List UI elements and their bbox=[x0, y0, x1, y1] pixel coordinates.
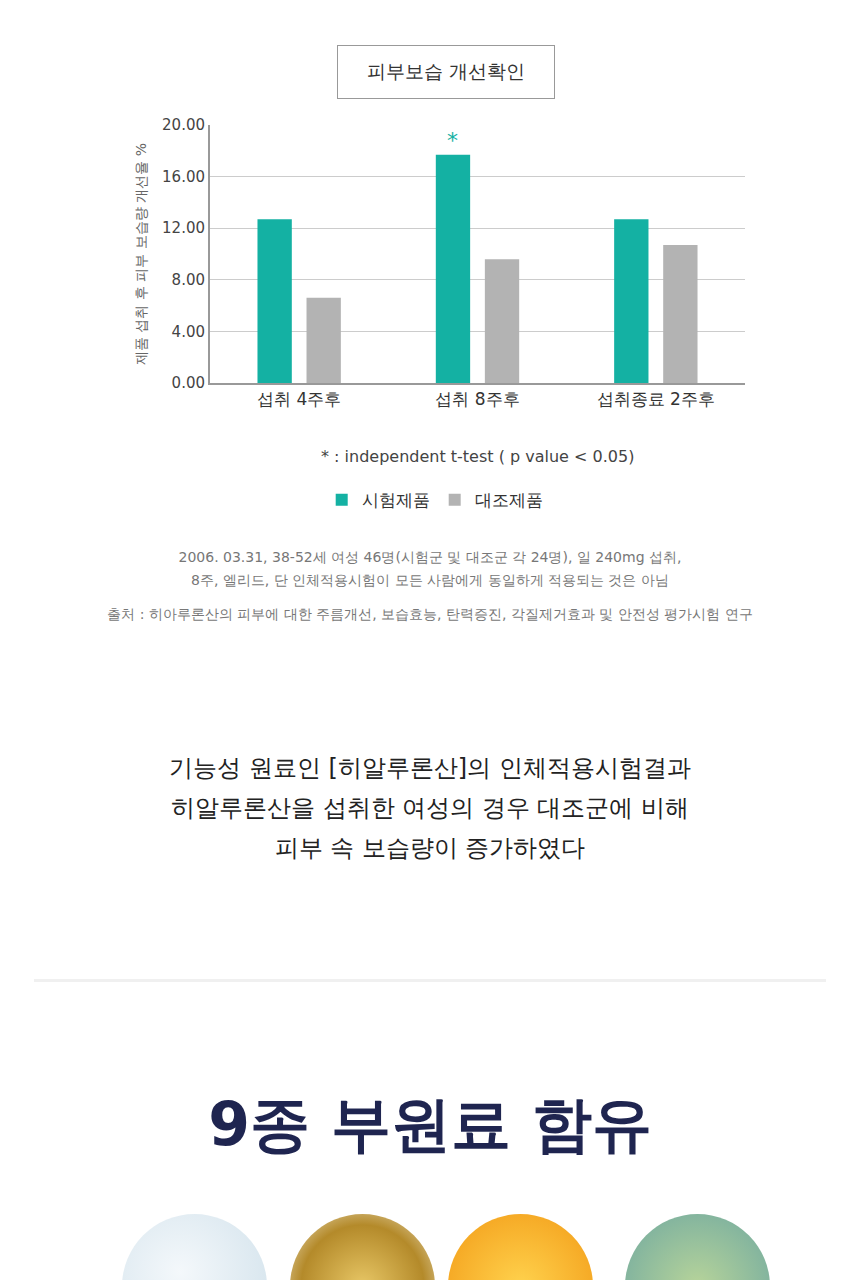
html-text:8주, 엘리드, 단 인체적용시험이 모든 사람에게 동일하: 8주, 엘리드, 단 인체적용시험이 모든 사람에게 동일하게 적용되는 것은 … bbox=[191, 572, 669, 588]
svg-text:0.00: 0.00 bbox=[172, 374, 205, 392]
html-text:피부 속 보습량이 증가하였다: 피부 속 보습량이 증가하였다 bbox=[274, 834, 586, 862]
html-text:히알루론산을 섭취한 여성의 경우 대조군에 비해: 히알루론산을 섭취한 여성의 경우 대조군에 비해 bbox=[170, 794, 690, 822]
svg-text:섭취종료 2주후: 섭취종료 2주후 bbox=[597, 389, 715, 409]
html-text:기능성 원료인 [히알루론산]의 인체적용시험결과: 기능성 원료인 [히알루론산]의 인체적용시험결과 bbox=[169, 754, 691, 782]
svg-text:시험제품: 시험제품 bbox=[362, 490, 430, 510]
svg-text:4.00: 4.00 bbox=[172, 323, 205, 341]
svg-text:섭취 4주후: 섭취 4주후 bbox=[257, 389, 341, 409]
html-text:2006. 03.31, 38-52세 여성 46명(시험군: 2006. 03.31, 38-52세 여성 46명(시험군 및 대조군 각 2… bbox=[178, 549, 682, 565]
svg-text:16.00: 16.00 bbox=[162, 168, 205, 186]
html-text:9종 부원료 함유: 9종 부원료 함유 bbox=[208, 1089, 652, 1159]
svg-text:20.00: 20.00 bbox=[162, 116, 205, 134]
html-text:출처 : 히아루론산의 피부에 대한 주름개선, 보습효능,: 출처 : 히아루론산의 피부에 대한 주름개선, 보습효능, 탄력증진, 각질제… bbox=[107, 606, 753, 622]
html-text:피부보습 개선확인: 피부보습 개선확인 bbox=[367, 60, 525, 82]
svg-text:섭취 8주후: 섭취 8주후 bbox=[435, 389, 519, 409]
svg-text:* : independent t-test ( p val: * : independent t-test ( p value < 0.05) bbox=[321, 447, 634, 466]
svg-text:*: * bbox=[447, 128, 458, 153]
svg-text:대조제품: 대조제품 bbox=[475, 490, 543, 510]
svg-text:8.00: 8.00 bbox=[172, 271, 205, 289]
svg-text:12.00: 12.00 bbox=[162, 219, 205, 237]
svg-text:제품 섭취 후 피부 보습량 개선율 %: 제품 섭취 후 피부 보습량 개선율 % bbox=[133, 143, 149, 365]
